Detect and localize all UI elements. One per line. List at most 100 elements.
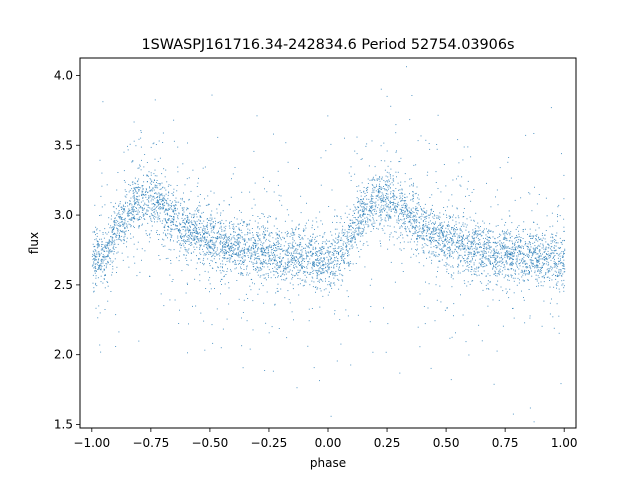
- data-point: [424, 203, 426, 205]
- data-point: [435, 171, 437, 173]
- data-point: [325, 270, 327, 272]
- data-point: [538, 261, 540, 263]
- data-point: [488, 260, 490, 262]
- data-point: [532, 253, 533, 255]
- data-point: [366, 143, 368, 145]
- data-point: [283, 274, 285, 276]
- data-point: [173, 216, 175, 218]
- data-point: [207, 258, 209, 260]
- data-point: [152, 143, 154, 145]
- data-point: [159, 183, 161, 185]
- data-point: [471, 245, 473, 247]
- data-point: [440, 191, 442, 193]
- data-point: [272, 245, 274, 246]
- data-point: [326, 266, 328, 268]
- data-point: [522, 271, 523, 273]
- data-point: [422, 225, 424, 227]
- data-point: [365, 222, 366, 224]
- data-point: [222, 246, 224, 247]
- data-point: [511, 246, 513, 248]
- data-point: [95, 282, 97, 284]
- data-point: [155, 201, 157, 203]
- data-point: [545, 253, 547, 254]
- data-point: [194, 232, 195, 233]
- data-point: [276, 234, 278, 236]
- data-point: [415, 232, 417, 234]
- data-point: [227, 236, 229, 238]
- data-point: [238, 298, 240, 300]
- data-point: [280, 261, 282, 263]
- data-point: [134, 203, 136, 205]
- data-point: [452, 239, 454, 241]
- data-point: [421, 247, 423, 249]
- data-point: [508, 157, 510, 158]
- data-point: [486, 236, 488, 238]
- data-point: [423, 229, 425, 231]
- data-point: [394, 211, 396, 213]
- data-point: [348, 265, 349, 267]
- data-point: [486, 242, 487, 244]
- data-point: [393, 201, 395, 203]
- data-point: [328, 268, 330, 270]
- data-point: [338, 288, 340, 290]
- data-point: [183, 222, 185, 224]
- data-point: [459, 245, 461, 247]
- data-point: [442, 224, 444, 226]
- data-point: [415, 164, 417, 166]
- data-point: [359, 209, 361, 211]
- data-point: [556, 263, 557, 265]
- data-point: [522, 252, 524, 254]
- data-point: [109, 257, 110, 259]
- data-point: [359, 201, 361, 203]
- data-point: [330, 266, 332, 268]
- data-point: [516, 259, 518, 261]
- data-point: [287, 261, 289, 263]
- data-point: [360, 217, 362, 219]
- data-point: [542, 276, 544, 278]
- data-point: [163, 239, 165, 241]
- data-point: [358, 185, 360, 187]
- data-point: [210, 213, 212, 215]
- data-point: [393, 203, 395, 204]
- data-point: [455, 229, 456, 231]
- data-point: [360, 199, 362, 201]
- data-point: [340, 269, 341, 271]
- data-point: [106, 244, 108, 245]
- data-point: [494, 255, 496, 257]
- data-point: [133, 206, 134, 208]
- data-point: [354, 221, 356, 223]
- data-point: [299, 270, 301, 272]
- data-point: [277, 261, 278, 263]
- data-point: [392, 179, 394, 181]
- data-point: [351, 232, 352, 234]
- data-point: [408, 210, 410, 212]
- data-point: [419, 230, 421, 232]
- data-point: [344, 222, 345, 223]
- data-point: [229, 257, 231, 259]
- data-point: [389, 174, 391, 175]
- data-point: [420, 135, 422, 137]
- data-point: [107, 261, 109, 263]
- data-point: [210, 240, 211, 242]
- data-point: [463, 216, 465, 217]
- data-point: [459, 272, 461, 274]
- data-point: [297, 253, 299, 255]
- data-point: [388, 217, 390, 219]
- data-point: [237, 249, 239, 251]
- data-point: [348, 262, 350, 264]
- data-point: [237, 234, 239, 236]
- data-point: [445, 239, 446, 241]
- data-point: [183, 201, 185, 203]
- data-point: [216, 232, 218, 233]
- data-point: [185, 257, 187, 259]
- data-point: [373, 189, 375, 191]
- data-point: [133, 194, 135, 196]
- data-point: [152, 196, 154, 198]
- data-point: [523, 260, 525, 262]
- data-point: [447, 224, 449, 226]
- data-point: [340, 237, 342, 239]
- data-point: [537, 266, 539, 268]
- data-point: [399, 195, 401, 197]
- data-point: [545, 258, 547, 260]
- data-point: [308, 219, 309, 221]
